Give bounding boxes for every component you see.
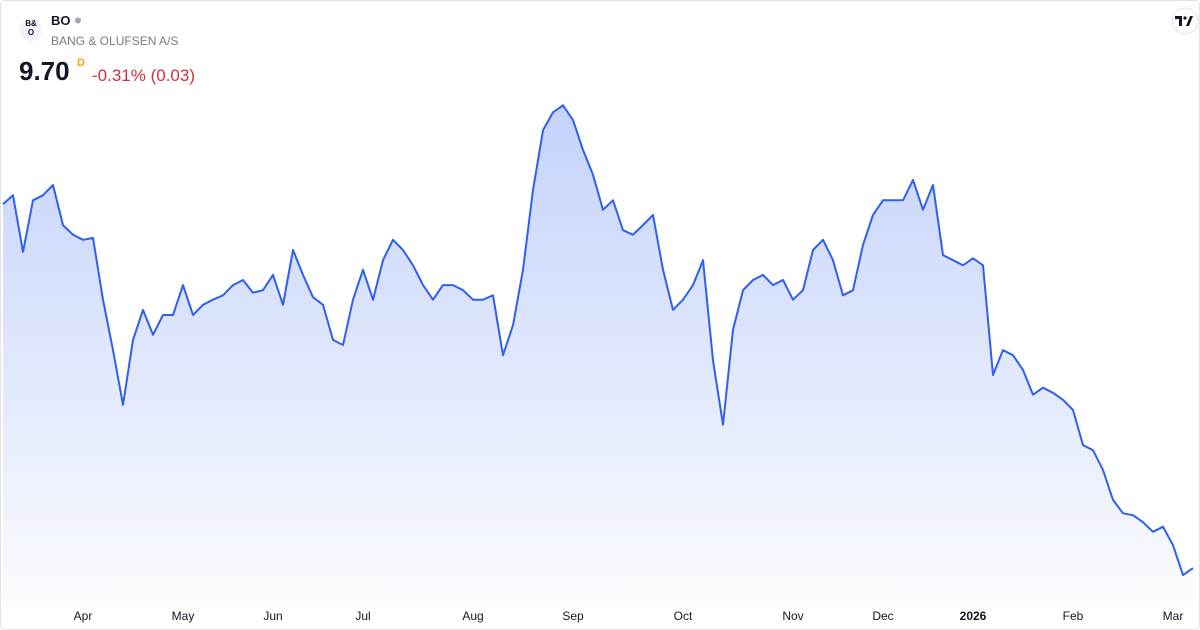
x-tick-label: Feb (1063, 609, 1084, 623)
interval: D (77, 57, 85, 69)
svg-text:B&: B& (25, 19, 37, 28)
logo: B& O (20, 19, 42, 41)
x-tick-label: May (172, 609, 195, 623)
x-tick-label: Sep (562, 609, 584, 623)
brand-logo (1171, 7, 1199, 35)
x-tick-label: Jul (355, 609, 370, 623)
svg-text:O: O (28, 28, 34, 37)
area-fill (3, 105, 1193, 607)
x-tick-label: Dec (872, 609, 893, 623)
symbol: BO (51, 13, 71, 28)
status-dot (75, 17, 81, 24)
price-change: -0.31% (0.03) (92, 66, 195, 85)
x-tick-label: Jun (263, 609, 282, 623)
x-tick-label: Aug (462, 609, 483, 623)
x-tick-label: Nov (782, 609, 803, 623)
price-line (2, 104, 1194, 577)
plot-area (2, 104, 1194, 607)
x-tick-label: Mar (1163, 609, 1184, 623)
price: 9.70 (19, 56, 70, 86)
x-tick-label: Apr (74, 609, 93, 623)
x-tick-label: 2026 (960, 609, 987, 623)
x-tick-label: Oct (674, 609, 693, 623)
company-name: BANG & OLUFSEN A/S (51, 34, 178, 48)
